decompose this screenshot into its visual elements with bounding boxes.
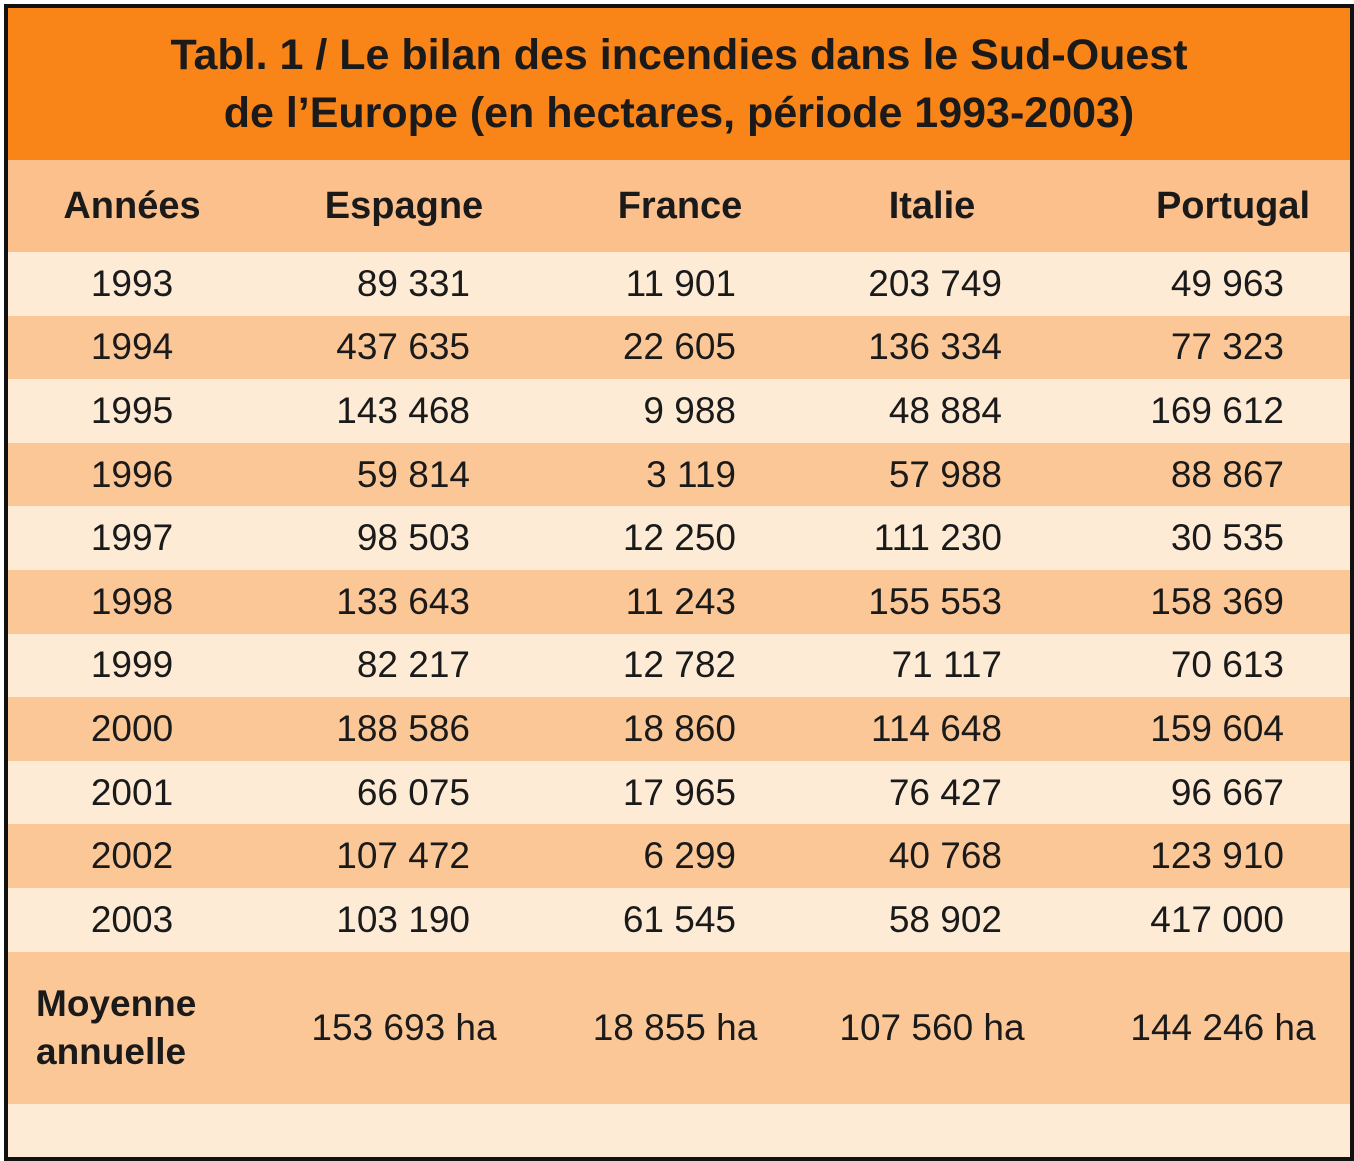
cell-annee: 1997 [90,517,174,559]
header-italie: Italie [888,184,976,227]
footer-label: Moyenne annuelle [8,980,256,1076]
table-row: 2002 107 472 6 299 40 768 123 910 [8,824,1350,888]
cell-annee: 2003 [90,898,174,940]
cell-annee: 1995 [90,389,174,431]
footer-espagne: 153 693 ha [311,1006,497,1048]
cell-france: 61 545 [622,898,736,940]
cell-portugal: 169 612 [1150,389,1284,431]
cell-france: 12 782 [622,644,736,686]
cell-italie: 58 902 [888,898,1002,940]
cell-annee: 1998 [90,580,174,622]
cell-france: 11 901 [625,262,736,304]
cell-portugal: 49 963 [1170,262,1284,304]
cell-italie: 71 117 [891,644,1002,686]
table-title: Tabl. 1 / Le bilan des incendies dans le… [8,8,1350,160]
cell-france: 9 988 [643,389,736,431]
cell-france: 22 605 [622,326,736,368]
header-espagne: Espagne [324,184,484,227]
title-line-2: de l’Europe (en hectares, période 1993-2… [223,89,1135,137]
cell-france: 11 243 [625,580,736,622]
cell-annee: 1996 [90,453,174,495]
cell-italie: 48 884 [888,389,1002,431]
cell-portugal: 417 000 [1150,898,1284,940]
cell-portugal: 70 613 [1170,644,1284,686]
cell-espagne: 107 472 [336,835,470,877]
cell-espagne: 437 635 [336,326,470,368]
header-row: Années Espagne France Italie Portugal [8,160,1350,252]
cell-espagne: 89 331 [356,262,470,304]
cell-espagne: 133 643 [336,580,470,622]
cell-espagne: 82 217 [356,644,470,686]
footer-label-line-1: Moyenne [36,982,197,1024]
header-france: France [617,184,743,227]
cell-espagne: 59 814 [356,453,470,495]
cell-annee: 2000 [90,707,174,749]
footer-label-line-2: annuelle [36,1030,187,1072]
cell-annee: 1993 [90,262,174,304]
cell-italie: 114 648 [871,707,1002,749]
table-row: 1998 133 643 11 243 155 553 158 369 [8,569,1350,634]
header-annees: Années [63,184,201,227]
table-row: 1997 98 503 12 250 111 230 30 535 [8,506,1350,570]
cell-portugal: 77 323 [1170,326,1284,368]
table-row: 1993 89 331 11 901 203 749 49 963 [8,252,1350,316]
table-body: 1993 89 331 11 901 203 749 49 963 1994 437 635… [8,252,1350,952]
cell-portugal: 158 369 [1150,580,1284,622]
table-row: 2000 188 586 18 860 114 648 159 604 [8,697,1350,761]
cell-italie: 57 988 [888,453,1002,495]
table-row: 1995 143 468 9 988 48 884 169 612 [8,379,1350,443]
cell-annee: 2002 [90,835,174,877]
cell-annee: 1999 [90,644,174,686]
cell-italie: 203 749 [868,262,1002,304]
cell-portugal: 159 604 [1150,707,1284,749]
cell-france: 18 860 [622,707,736,749]
table-row: 2003 103 190 61 545 58 902 417 000 [8,887,1350,952]
cell-espagne: 143 468 [336,389,470,431]
cell-espagne: 98 503 [356,517,470,559]
cell-france: 6 299 [643,835,736,877]
title-line-1: Tabl. 1 / Le bilan des incendies dans le… [170,31,1188,79]
header-portugal: Portugal [1155,184,1311,227]
table-row: 1994 437 635 22 605 136 334 77 323 [8,315,1350,380]
cell-italie: 136 334 [868,326,1002,368]
cell-italie: 111 230 [873,517,1002,559]
footer-portugal: 144 246 ha [1130,1006,1316,1048]
footer-italie: 107 560 ha [839,1006,1025,1048]
cell-france: 12 250 [622,517,736,559]
table-row: 1996 59 814 3 119 57 988 88 867 [8,442,1350,507]
cell-annee: 1994 [90,326,174,368]
table-row: 1999 82 217 12 782 71 117 70 613 [8,633,1350,698]
cell-portugal: 30 535 [1170,517,1284,559]
cell-portugal: 123 910 [1150,835,1284,877]
cell-espagne: 66 075 [356,771,470,813]
cell-france: 3 119 [646,453,736,495]
cell-italie: 40 768 [888,835,1002,877]
cell-italie: 155 553 [868,580,1002,622]
cell-france: 17 965 [622,771,736,813]
bottom-strip [8,1103,1350,1154]
cell-portugal: 88 867 [1170,453,1284,495]
table-row: 2001 66 075 17 965 76 427 96 667 [8,760,1350,825]
cell-portugal: 96 667 [1170,771,1284,813]
footer-france: 18 855 ha [592,1006,758,1048]
footer-row: Moyenne annuelle 153 693 ha 18 855 ha 10… [8,951,1350,1104]
cell-espagne: 103 190 [336,898,470,940]
table-frame: Tabl. 1 / Le bilan des incendies dans le… [4,4,1354,1161]
cell-annee: 2001 [90,771,174,813]
cell-italie: 76 427 [888,771,1002,813]
cell-espagne: 188 586 [336,707,470,749]
